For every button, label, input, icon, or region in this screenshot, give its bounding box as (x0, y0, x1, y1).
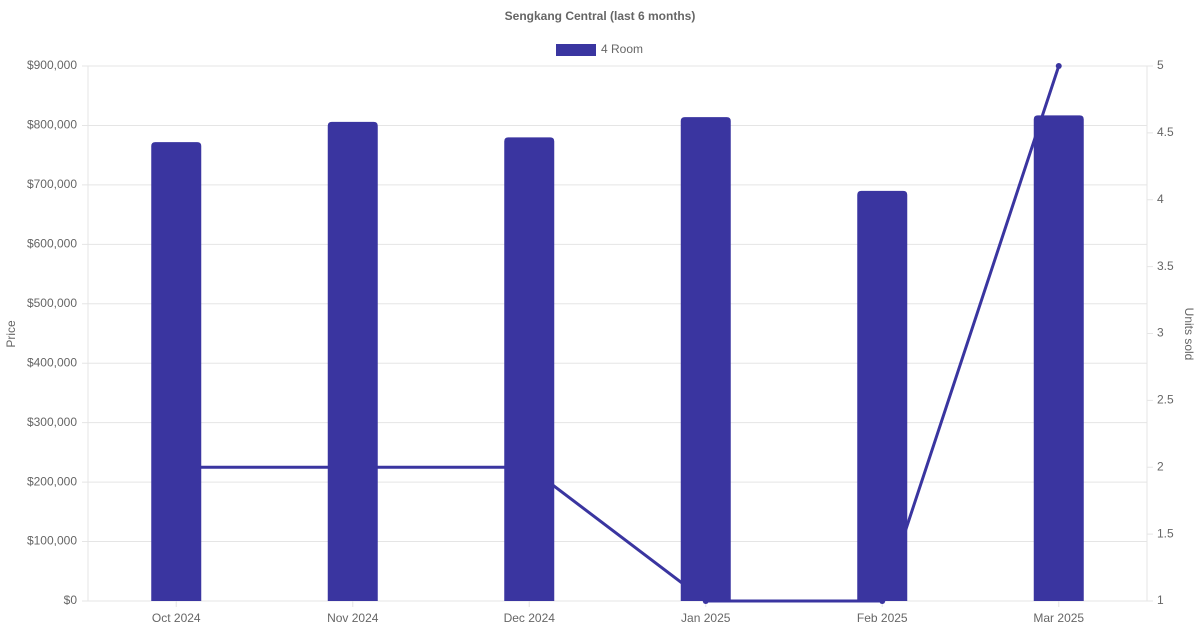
y-tick-label: $800,000 (27, 118, 77, 132)
x-tick-label: Dec 2024 (504, 611, 556, 625)
bar (1033, 115, 1084, 601)
line (176, 65, 1061, 603)
bar (504, 137, 555, 602)
y2-tick-label: 4 (1157, 192, 1164, 206)
x-tick-label: Mar 2025 (1033, 611, 1084, 625)
y-tick-label: $300,000 (27, 415, 77, 429)
y2-tick-label: 3.5 (1157, 259, 1174, 273)
chart-title: Sengkang Central (last 6 months) (505, 9, 696, 23)
y2-tick-label: 2.5 (1157, 393, 1174, 407)
x-tick-label: Oct 2024 (152, 611, 201, 625)
y-tick-label: $700,000 (27, 177, 77, 191)
legend-swatch (556, 44, 596, 56)
y-tick-label: $400,000 (27, 355, 77, 369)
y-tick-label: $600,000 (27, 237, 77, 251)
y-axis-title: Price (4, 320, 18, 348)
y-tick-label: $100,000 (27, 534, 77, 548)
bar (857, 190, 908, 602)
y-tick-label: $500,000 (27, 296, 77, 310)
y2-tick-label: 2 (1157, 459, 1164, 473)
y2-tick-label: 5 (1157, 58, 1164, 72)
y2-tick-label: 1 (1157, 593, 1164, 607)
x-tick-label: Nov 2024 (327, 611, 379, 625)
y2-tick-label: 3 (1157, 326, 1164, 340)
x-tick-label: Feb 2025 (857, 611, 908, 625)
y2-tick-label: 1.5 (1157, 526, 1174, 540)
point (1055, 63, 1062, 69)
x-tick-label: Jan 2025 (681, 611, 731, 625)
bar (680, 117, 731, 601)
y-tick-label: $900,000 (27, 58, 77, 72)
bar (151, 142, 202, 602)
bar (327, 121, 378, 601)
legend-label: 4 Room (601, 42, 643, 56)
y-tick-label: $200,000 (27, 474, 77, 488)
y2-tick-label: 4.5 (1157, 125, 1174, 139)
y2-axis-title: Units sold (1182, 308, 1196, 361)
y-tick-label: $0 (64, 593, 78, 607)
